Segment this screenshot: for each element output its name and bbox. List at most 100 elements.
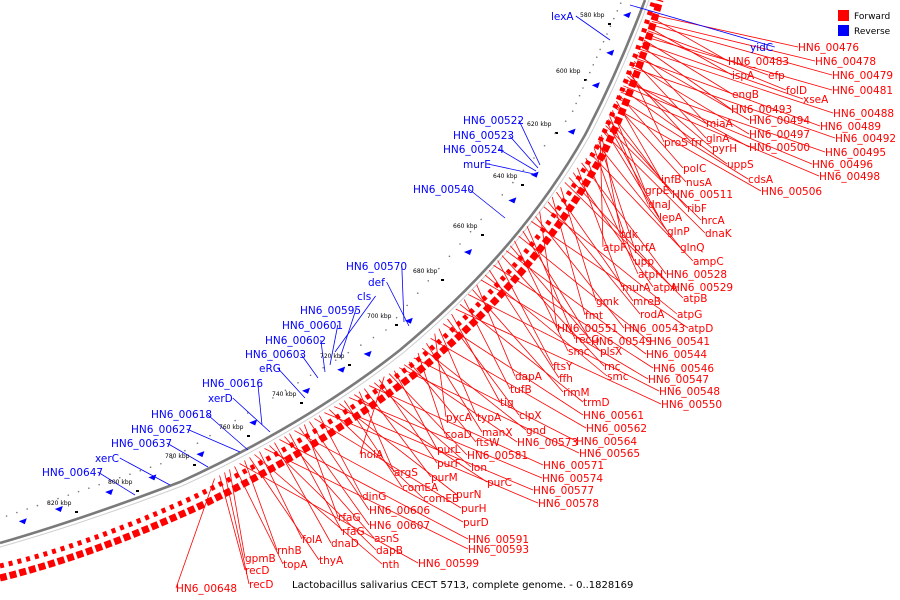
scale-dot bbox=[119, 477, 121, 479]
scale-dot bbox=[459, 243, 461, 245]
reverse-gene-label: HN6_00616 bbox=[202, 378, 263, 390]
scale-tick-label: 640 kbp bbox=[493, 173, 518, 180]
forward-gene-label: thyA bbox=[319, 555, 344, 567]
forward-gene-label: purL bbox=[437, 444, 461, 456]
scale-tick-mark bbox=[300, 402, 303, 404]
forward-gene-label: HN6_00548 bbox=[659, 386, 720, 398]
scale-dot bbox=[184, 450, 186, 452]
scale-dot bbox=[160, 463, 162, 465]
forward-gene-label: HN6_00492 bbox=[835, 133, 896, 145]
reverse-gene-label: murE bbox=[463, 159, 491, 171]
scale-dot bbox=[470, 231, 472, 233]
scale-dot bbox=[589, 72, 591, 74]
scale-dot bbox=[613, 18, 615, 20]
reverse-gene-arrow bbox=[464, 249, 472, 255]
scale-dot bbox=[554, 133, 556, 135]
scale-dot bbox=[171, 457, 173, 459]
scale-dot bbox=[360, 344, 362, 346]
forward-gene-label: comEB bbox=[423, 493, 459, 505]
forward-gene-label: uppS bbox=[727, 159, 754, 171]
forward-gene-label: gnd bbox=[526, 425, 546, 437]
scale-tick-mark bbox=[75, 511, 78, 513]
scale-dot bbox=[544, 145, 546, 147]
forward-gene-label: HN6_00593 bbox=[468, 544, 529, 556]
forward-gene-label: purH bbox=[461, 503, 487, 515]
scale-tick-label: 600 kbp bbox=[556, 68, 581, 75]
reverse-gene-arrow bbox=[364, 351, 372, 357]
legend-forward-swatch bbox=[838, 10, 849, 21]
reverse-gene-arrow bbox=[606, 50, 614, 56]
scale-tick-label: 620 kbp bbox=[527, 121, 552, 128]
scale-tick-mark bbox=[193, 464, 196, 466]
forward-gene-label: tig bbox=[500, 397, 514, 409]
forward-gene-label: HN6_00500 bbox=[749, 142, 810, 154]
forward-gene-label: glnQ bbox=[680, 242, 705, 254]
forward-gene-label: HN6_00574 bbox=[542, 473, 603, 485]
forward-gene-label: miaA bbox=[706, 118, 734, 130]
forward-gene-label: ftsW bbox=[476, 437, 500, 449]
reverse-gene-label: eRG bbox=[259, 363, 281, 375]
forward-gene-label: HN6_00541 bbox=[649, 336, 710, 348]
reverse-leader-line bbox=[207, 414, 248, 450]
scale-dot bbox=[26, 508, 28, 510]
scale-dot bbox=[491, 206, 493, 208]
forward-gene-label: ffh bbox=[559, 373, 573, 385]
legend-forward-label: Forward bbox=[854, 12, 890, 22]
forward-gene-label: folA bbox=[302, 534, 323, 546]
scale-tick-label: 720 kbp bbox=[320, 353, 345, 360]
scale-dot bbox=[512, 182, 514, 184]
scale-tick-mark bbox=[481, 234, 484, 236]
forward-gene-label: HN6_00562 bbox=[586, 423, 647, 435]
forward-gene-label: smc bbox=[568, 346, 590, 358]
forward-gene-label: HN6_00607 bbox=[369, 520, 430, 532]
reverse-gene-arrow bbox=[249, 419, 257, 425]
reverse-gene-label: xerD bbox=[208, 393, 233, 405]
forward-gene-label: HN6_00496 bbox=[812, 159, 873, 171]
scale-dot bbox=[501, 194, 503, 196]
forward-gene-label: asnS bbox=[374, 533, 400, 545]
forward-gene-label: purC bbox=[487, 477, 512, 489]
forward-leader-line bbox=[299, 428, 369, 525]
forward-gene-label: prfA bbox=[634, 242, 657, 254]
forward-gene-label: HN6_00478 bbox=[815, 56, 876, 68]
forward-gene-label: topA bbox=[283, 559, 308, 571]
scale-dot bbox=[582, 87, 584, 89]
scale-dot bbox=[234, 420, 236, 422]
reverse-gene-label: lexA bbox=[551, 11, 574, 23]
forward-gene-label: rfaG bbox=[338, 512, 361, 524]
forward-gene-label: HN6_00565 bbox=[579, 448, 640, 460]
reverse-gene-label: xerC bbox=[95, 453, 119, 465]
scale-dot bbox=[197, 442, 199, 444]
scale-tick-label: 800 kbp bbox=[108, 479, 133, 486]
forward-leader-line bbox=[586, 158, 638, 274]
scale-tick-mark bbox=[395, 324, 398, 326]
forward-leader-line bbox=[604, 129, 667, 231]
scale-dot bbox=[109, 480, 111, 482]
forward-leader-line bbox=[634, 61, 706, 138]
scale-dot bbox=[285, 390, 287, 392]
forward-gene-label: recD bbox=[245, 565, 269, 577]
reverse-leader-line bbox=[469, 189, 505, 218]
scale-dot bbox=[572, 110, 574, 112]
forward-gene-label: HN6_00550 bbox=[661, 399, 722, 411]
scale-tick-mark bbox=[247, 435, 250, 437]
reverse-gene-arrow bbox=[337, 367, 345, 373]
scale-dot bbox=[209, 435, 211, 437]
forward-gene-label: tdk bbox=[621, 229, 639, 241]
forward-gene-label: HN6_00479 bbox=[832, 70, 893, 82]
scale-dot bbox=[57, 498, 59, 500]
reverse-gene-arrow bbox=[592, 82, 600, 88]
scale-dot bbox=[385, 329, 387, 331]
reverse-gene-label: HN6_00540 bbox=[413, 184, 474, 196]
reverse-gene-arrow bbox=[623, 12, 631, 18]
scale-tick-mark bbox=[608, 23, 611, 25]
forward-gene-label: ispA bbox=[732, 70, 755, 82]
forward-gene-label: lon bbox=[471, 462, 487, 474]
reverse-gene-label: HN6_00647 bbox=[42, 467, 103, 479]
legend-reverse-swatch bbox=[838, 25, 849, 36]
reverse-leader-line bbox=[576, 16, 610, 40]
scale-dot bbox=[406, 305, 408, 307]
forward-gene-label: HN6_00489 bbox=[820, 121, 881, 133]
scale-dot bbox=[88, 487, 90, 489]
scale-dot bbox=[150, 466, 152, 468]
